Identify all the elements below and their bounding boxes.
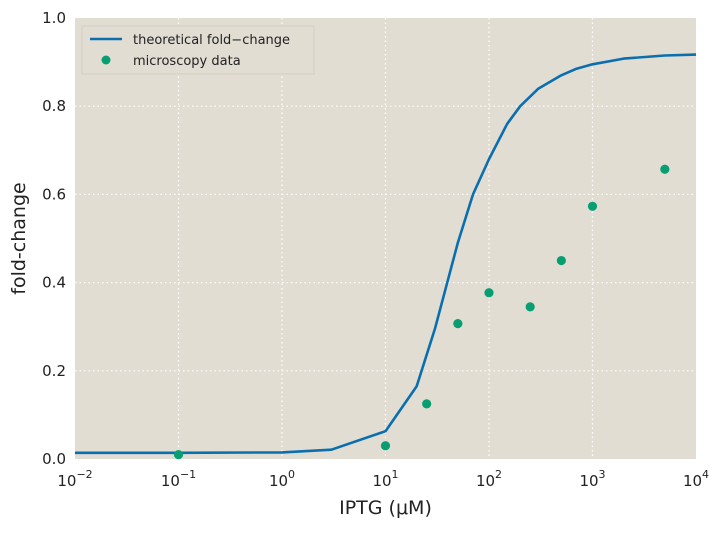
grid	[75, 18, 696, 459]
y-tick-label: 0.2	[42, 362, 66, 380]
microscopy-data-point	[556, 255, 566, 266]
x-tick-label: 101	[372, 468, 398, 490]
x-axis-label: IPTG (μM)	[339, 497, 432, 519]
y-axis-label: fold-change	[8, 182, 30, 294]
microscopy-data-point	[380, 441, 391, 451]
y-axis: 0.0 0.2 0.4 0.6 0.8 1.0	[42, 9, 66, 468]
microscopy-data-point	[484, 288, 494, 298]
legend-marker-microscopy	[101, 55, 111, 65]
microscopy-data-point	[453, 319, 463, 329]
microscopy-data-point	[660, 164, 670, 174]
legend-label-microscopy: microscopy data	[133, 54, 241, 69]
x-tick-label: 10−1	[161, 468, 196, 490]
y-tick-label: 0.8	[42, 97, 66, 115]
legend-box	[81, 25, 315, 75]
y-tick-label: 0.0	[42, 450, 66, 468]
theoretical-fold-change-line	[75, 53, 697, 455]
y-tick-label: 1.0	[42, 9, 66, 27]
series-layer	[75, 53, 697, 460]
legend-label-theoretical: theoretical fold−change	[133, 33, 290, 48]
microscopy-data-point	[173, 449, 184, 460]
x-tick-label: 103	[579, 468, 605, 490]
microscopy-data-point	[525, 302, 535, 312]
x-tick-label: 100	[269, 468, 295, 490]
microscopy-data-point	[422, 399, 432, 409]
legend: theoretical fold−change microscopy data	[81, 25, 315, 75]
x-tick-label: 104	[683, 468, 709, 490]
x-tick-label: 10−2	[57, 468, 92, 490]
y-tick-label: 0.4	[42, 274, 66, 292]
x-axis: 10−2 10−1 100 101 102 103 104	[57, 468, 709, 490]
microscopy-data-point	[587, 201, 598, 211]
y-tick-label: 0.6	[42, 185, 66, 203]
x-tick-label: 102	[476, 468, 502, 490]
